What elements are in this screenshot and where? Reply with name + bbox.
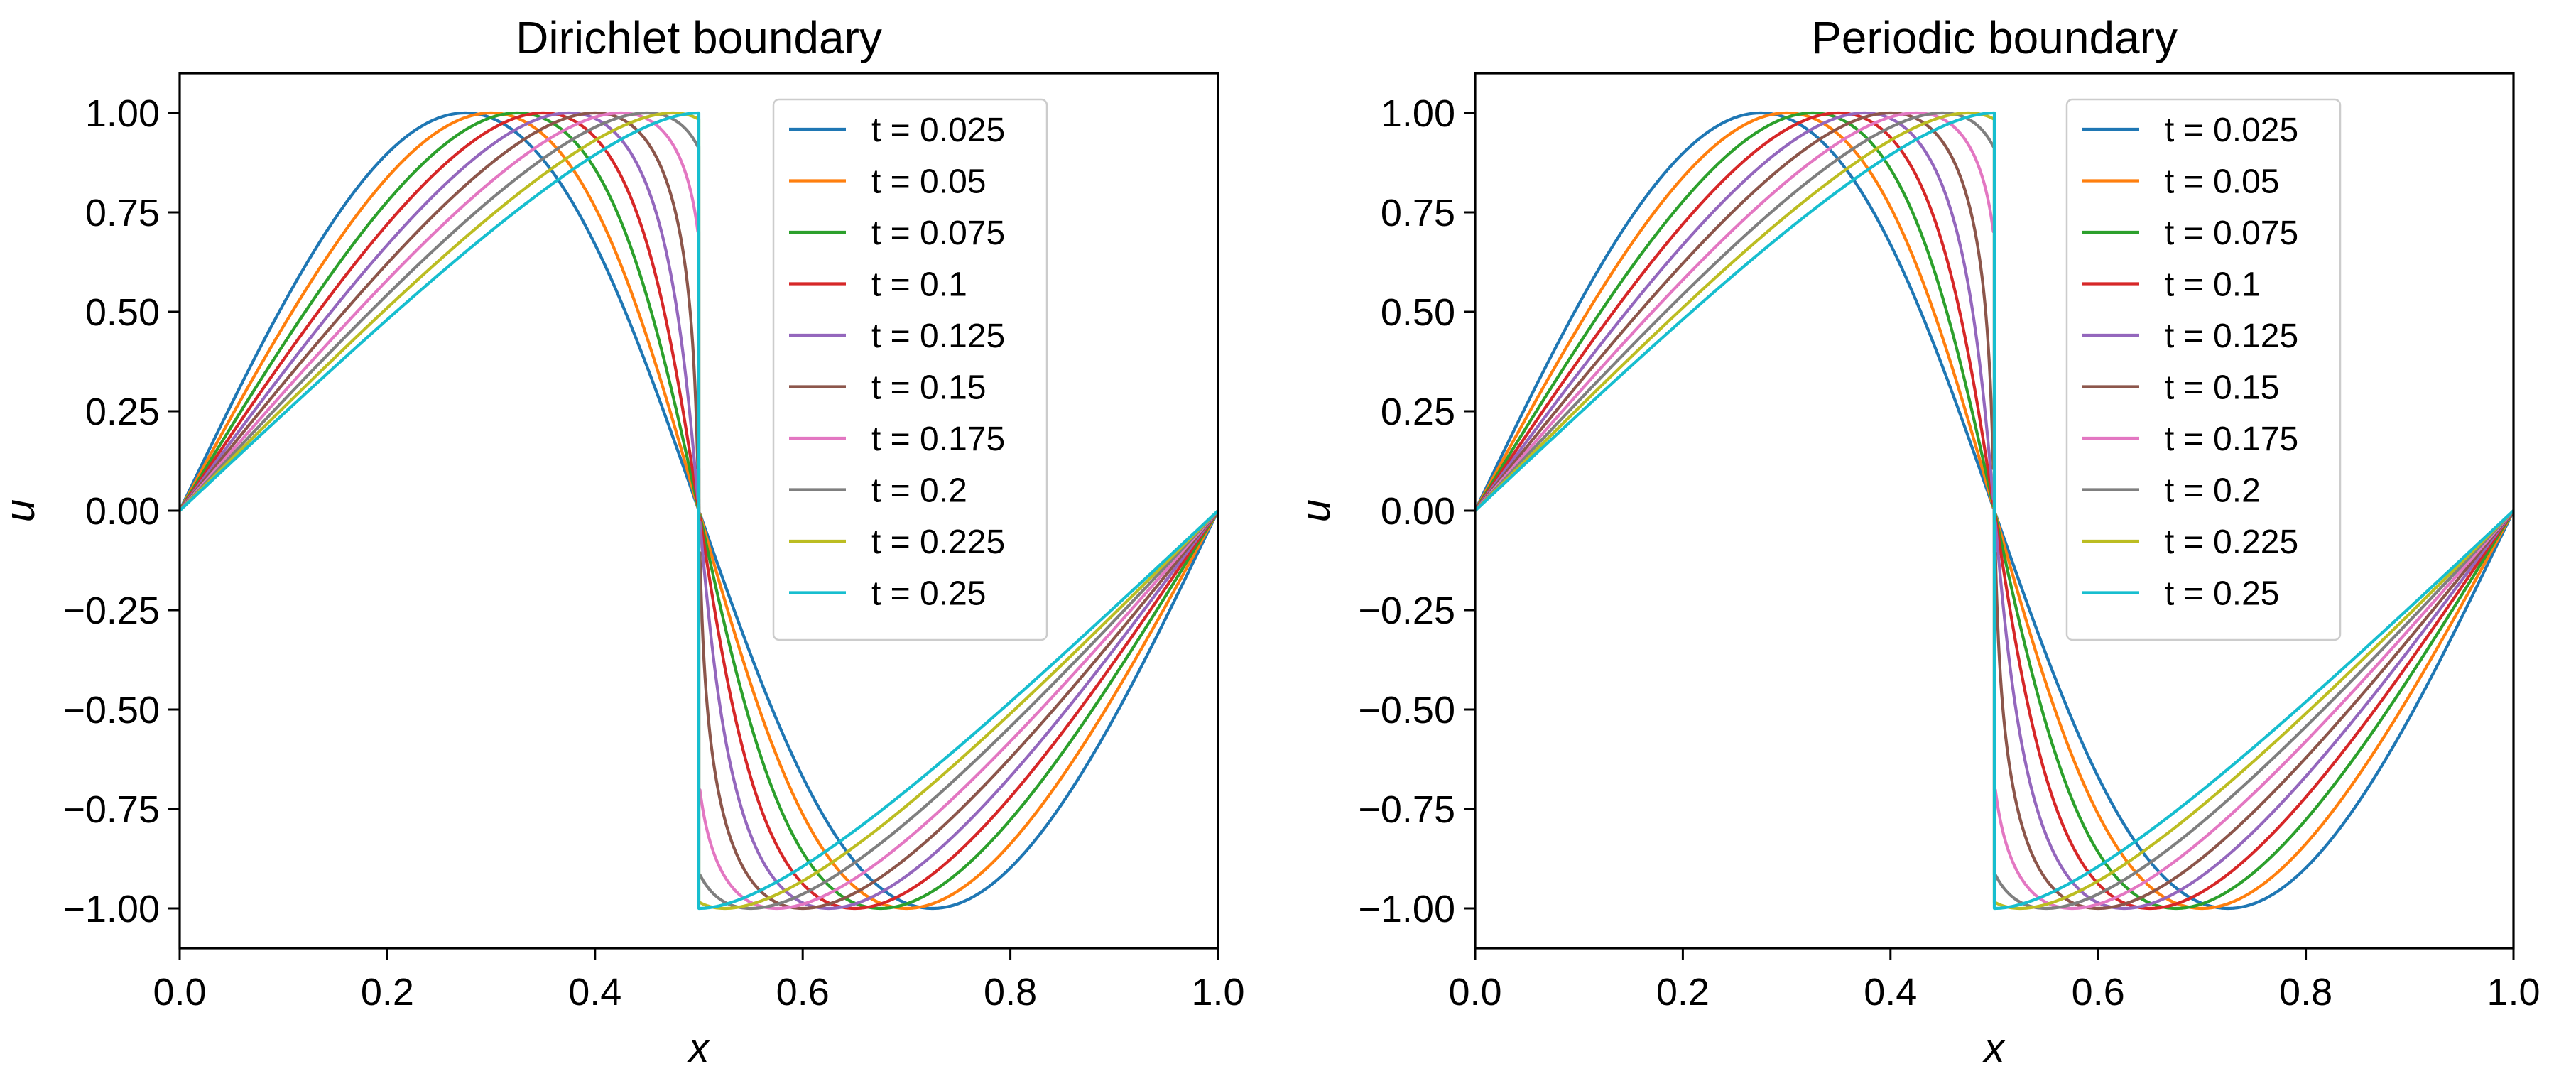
legend-label: t = 0.2: [2165, 472, 2261, 510]
x-axis-label: x: [1982, 1025, 2006, 1071]
chart-title: Dirichlet boundary: [516, 12, 882, 63]
legend-label: t = 0.25: [871, 575, 986, 613]
legend-label: t = 0.225: [2165, 523, 2298, 561]
legend-label: t = 0.1: [2165, 266, 2261, 304]
legend-label: t = 0.1: [871, 266, 967, 304]
legend-label: t = 0.25: [2165, 575, 2279, 613]
legend-label: t = 0.05: [871, 163, 986, 201]
x-axis-label: x: [687, 1025, 711, 1071]
x-tick-label: 0.0: [153, 971, 206, 1013]
legend-label: t = 0.075: [871, 214, 1005, 252]
y-tick-label: 0.00: [1381, 490, 1455, 533]
series-lines: [1475, 111, 2513, 911]
y-tick-label: 0.50: [85, 291, 160, 334]
y-tick-label: 0.25: [1381, 391, 1455, 433]
y-tick-label: 1.00: [1381, 92, 1455, 135]
legend-label: t = 0.05: [2165, 163, 2279, 201]
series-lines: [180, 111, 1218, 911]
legend-box: [2065, 98, 2342, 641]
legend-label: t = 0.15: [2165, 369, 2279, 407]
legend-label: t = 0.225: [871, 523, 1005, 561]
dirichlet-chart: 0.0 0.2 0.4 0.6 0.8 1.0 1.00 0.75 0.50 0.25 0.00 −0…: [0, 12, 1245, 1071]
x-tick-label: 0.6: [2072, 971, 2125, 1013]
y-axis-label: u: [0, 499, 43, 522]
y-tick-label: 1.00: [85, 92, 160, 135]
y-tick-label: −0.50: [1358, 689, 1455, 732]
x-tick-label: 0.8: [984, 971, 1037, 1013]
legend-label: t = 0.075: [2165, 214, 2298, 252]
x-tick-label: 0.6: [776, 971, 830, 1013]
legend-label: t = 0.175: [871, 420, 1005, 458]
y-tick-label: −1.00: [1358, 888, 1455, 930]
y-tick-label: −0.75: [63, 788, 160, 831]
x-tick-label: 0.4: [568, 971, 621, 1013]
legend-label: t = 0.15: [871, 369, 986, 407]
legend-label: t = 0.025: [2165, 112, 2298, 149]
x-tick-label: 0.4: [1864, 971, 1917, 1013]
y-tick-label: −1.00: [63, 888, 160, 930]
legend: t = 0.025 t = 0.05 t = 0.075 t = 0.1 t = 0.1…: [772, 98, 1048, 641]
series-line-t-0-25: [1475, 111, 2513, 911]
periodic-chart: 0.0 0.2 0.4 0.6 0.8 1.0 1.00 0.75 0.50 0.25 0.00 −0…: [1293, 12, 2540, 1071]
legend-box: [772, 98, 1048, 641]
x-tick-label: 0.2: [1656, 971, 1710, 1013]
y-tick-label: 0.75: [85, 192, 160, 234]
y-tick-label: −0.25: [1358, 589, 1455, 632]
y-tick-label: 0.25: [85, 391, 160, 433]
y-tick-label: −0.25: [63, 589, 160, 632]
y-tick-label: 0.75: [1381, 192, 1455, 234]
legend-label: t = 0.125: [2165, 317, 2298, 355]
y-tick-label: 0.00: [85, 490, 160, 533]
legend-label: t = 0.125: [871, 317, 1005, 355]
chart-title: Periodic boundary: [1811, 12, 2178, 63]
legend: t = 0.025 t = 0.05 t = 0.075 t = 0.1 t = 0.1…: [2065, 98, 2342, 641]
series-line-t-0-25: [180, 111, 1218, 911]
y-tick-label: 0.50: [1381, 291, 1455, 334]
x-tick-label: 0.8: [2279, 971, 2332, 1013]
legend-label: t = 0.025: [871, 112, 1005, 149]
legend-label: t = 0.2: [871, 472, 967, 510]
y-tick-label: −0.50: [63, 689, 160, 732]
x-tick-label: 1.0: [1191, 971, 1244, 1013]
x-tick-label: 0.0: [1448, 971, 1501, 1013]
y-axis-label: u: [1293, 499, 1339, 522]
x-tick-label: 1.0: [2487, 971, 2540, 1013]
legend-label: t = 0.175: [2165, 420, 2298, 458]
x-tick-label: 0.2: [361, 971, 414, 1013]
y-tick-label: −0.75: [1358, 788, 1455, 831]
